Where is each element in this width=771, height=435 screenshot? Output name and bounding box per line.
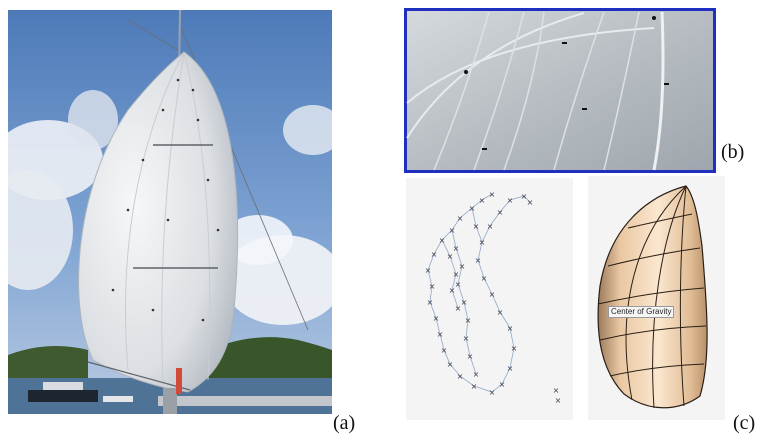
panel-label-c: (c): [733, 412, 756, 434]
point-marker: ×: [455, 304, 462, 313]
point-marker: ×: [439, 236, 446, 245]
point-marker: ×: [453, 270, 460, 279]
point-marker: ×: [441, 346, 448, 355]
point-marker: ×: [449, 286, 456, 295]
panel-label-a: (a): [333, 412, 356, 434]
point-marker: ×: [497, 308, 504, 317]
point-marker: ×: [453, 244, 460, 253]
point-marker: ×: [489, 190, 496, 199]
point-marker: ×: [479, 238, 486, 247]
point-marker: ×: [433, 314, 440, 323]
point-marker: ×: [507, 196, 514, 205]
point-marker: ×: [431, 250, 438, 259]
panel-label-b: (b): [721, 141, 745, 163]
point-marker: ×: [463, 334, 470, 343]
point-marker: ×: [447, 252, 454, 261]
point-marker: ×: [481, 274, 488, 283]
point-marker: ×: [489, 290, 496, 299]
sail-closeup: [404, 8, 716, 173]
point-marker: ×: [427, 298, 434, 307]
point-marker: ×: [497, 208, 504, 217]
point-marker: ×: [455, 280, 462, 289]
point-cloud-view: × × × × × × × × × × × × × × × × × × × × × × × × × × × × × × × × × × × × × × × ×…: [406, 178, 573, 420]
point-marker: ×: [461, 298, 468, 307]
point-marker: ×: [457, 372, 464, 381]
center-of-gravity-label: Center of Gravity: [608, 306, 675, 318]
point-marker: ×: [457, 214, 464, 223]
point-marker: ×: [499, 380, 506, 389]
point-marker: ×: [425, 266, 432, 275]
point-marker: ×: [473, 370, 480, 379]
point-marker: ×: [507, 324, 514, 333]
sail-photo: [8, 10, 332, 414]
point-marker: ×: [521, 192, 528, 201]
point-marker: ×: [473, 222, 480, 231]
measured-points: ××××××××××××××××××××××××××××× ×××××××××××…: [425, 190, 562, 405]
point-marker: ×: [489, 388, 496, 397]
point-marker: ×: [467, 352, 474, 361]
surface-model-view: Center of Gravity: [588, 176, 725, 420]
point-marker: ×: [471, 382, 478, 391]
point-marker: ×: [459, 262, 466, 271]
point-marker: ×: [447, 360, 454, 369]
point-marker: ×: [475, 256, 482, 265]
point-marker: ×: [553, 386, 560, 395]
point-marker: ×: [487, 222, 494, 231]
point-marker: ×: [507, 364, 514, 373]
point-marker: ×: [437, 330, 444, 339]
point-marker: ×: [449, 226, 456, 235]
point-marker: ×: [555, 396, 562, 405]
point-marker: ×: [429, 282, 436, 291]
point-marker: ×: [465, 316, 472, 325]
point-marker: ×: [511, 344, 518, 353]
point-marker: ×: [527, 198, 534, 207]
point-marker: ×: [479, 196, 486, 205]
point-marker: ×: [469, 204, 476, 213]
